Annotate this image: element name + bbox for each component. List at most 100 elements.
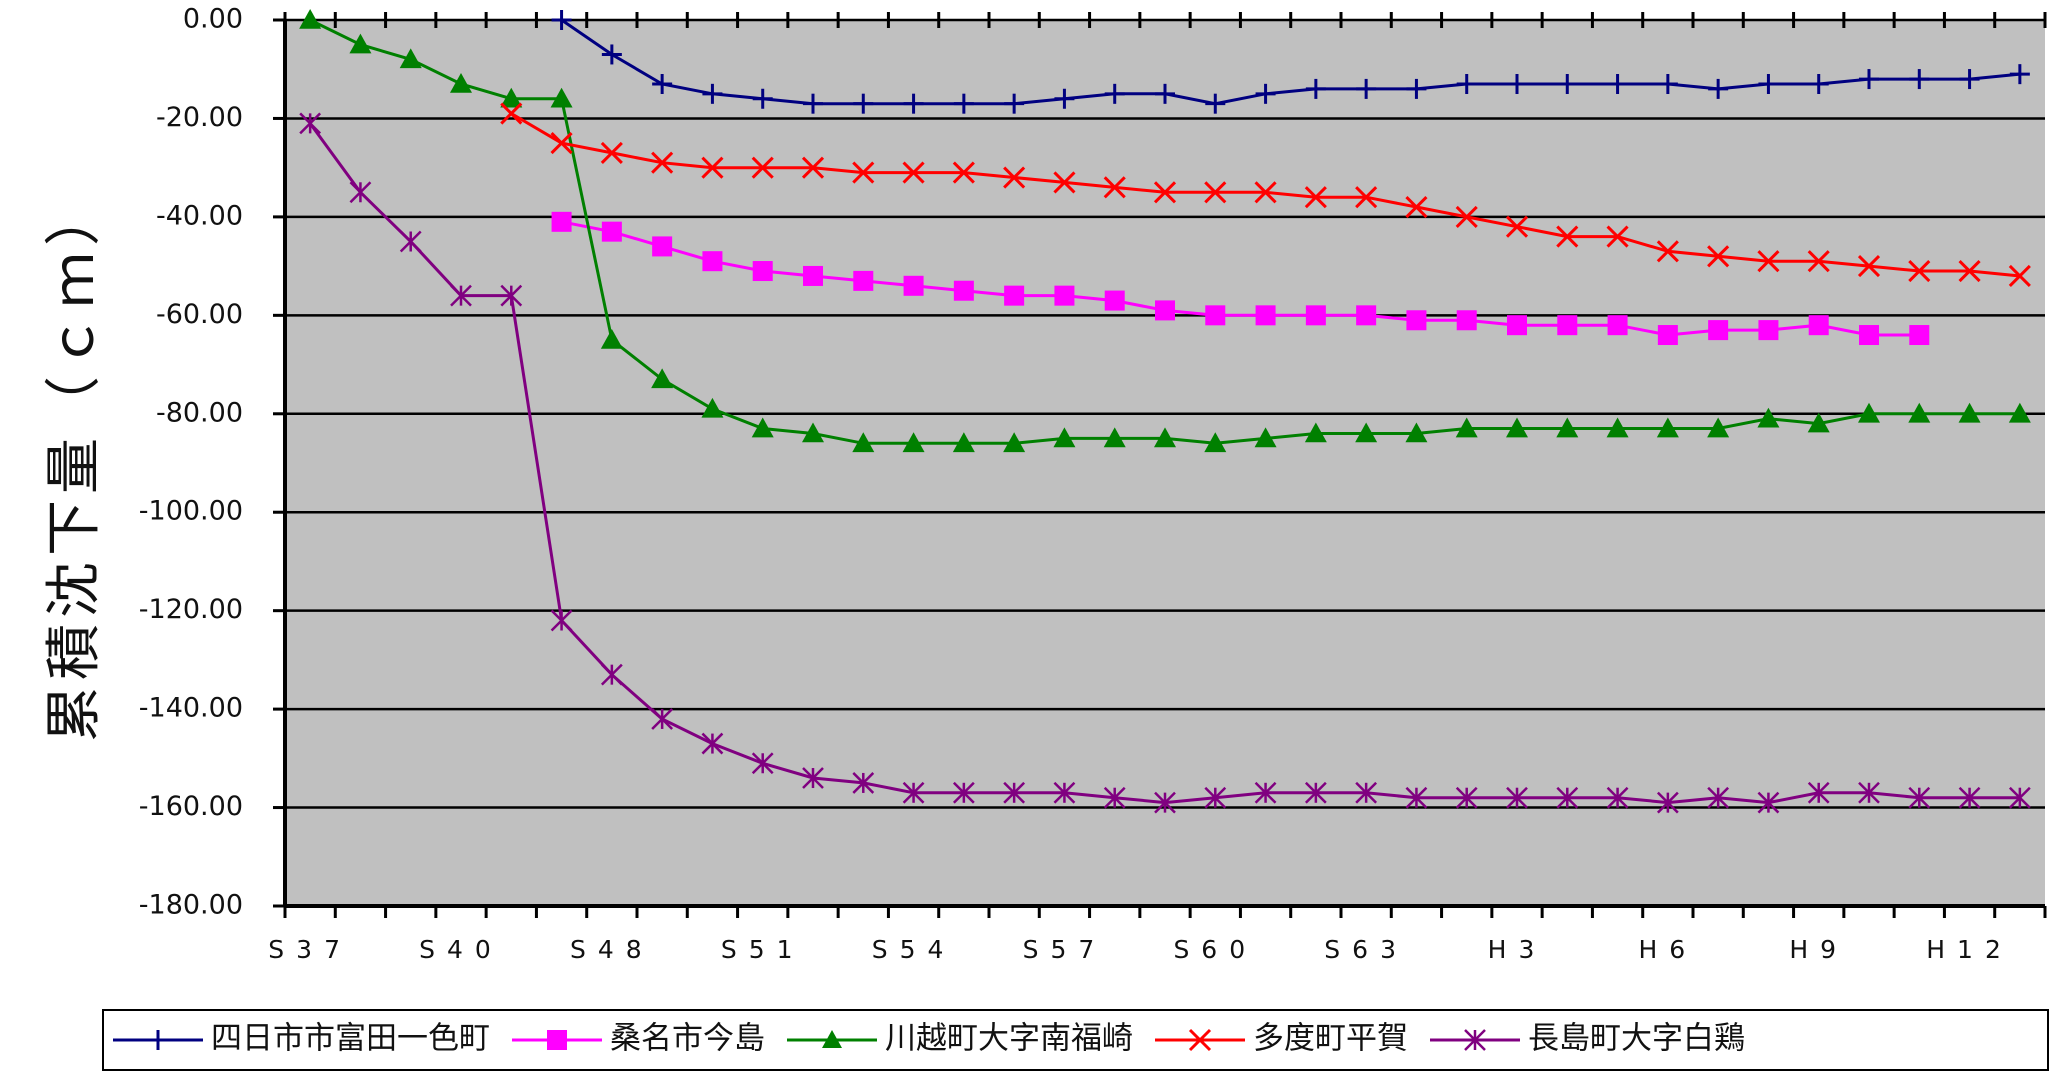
x-tick-label: H3 — [1488, 935, 1547, 964]
x-tick-label: S51 — [721, 935, 805, 964]
data-point — [701, 397, 724, 418]
series-1 — [551, 10, 2030, 114]
data-point — [852, 432, 875, 453]
data-point — [1507, 315, 1527, 336]
data-point — [752, 261, 773, 282]
data-point — [1858, 402, 1880, 423]
data-point — [902, 432, 925, 453]
data-point — [1356, 305, 1377, 326]
series-4 — [500, 102, 2031, 288]
x-tick-label: H6 — [1638, 935, 1697, 964]
data-point — [1355, 422, 1378, 443]
legend-item: 桑名市今島 — [512, 1021, 765, 1057]
data-point — [500, 102, 523, 125]
data-point — [903, 275, 924, 296]
data-point — [600, 141, 623, 164]
data-point — [1606, 417, 1629, 438]
data-point — [399, 48, 422, 69]
data-point — [1154, 427, 1176, 448]
data-point — [1455, 417, 1478, 438]
data-point — [551, 211, 572, 232]
series-3 — [299, 9, 2031, 453]
x-tick-label: S57 — [1023, 935, 1107, 964]
data-point — [1254, 427, 1277, 448]
data-point — [1456, 310, 1477, 331]
legend-box — [102, 1009, 2049, 1071]
legend-label: 川越町大字南福崎 — [885, 1021, 1133, 1057]
legend-item: 多度町平賀 — [1155, 1021, 1408, 1057]
data-point — [1607, 315, 1628, 336]
legend-label: 桑名市今島 — [610, 1021, 765, 1057]
data-point — [1707, 417, 1730, 438]
data-point — [1405, 195, 1428, 219]
data-point — [852, 161, 875, 184]
data-point — [1003, 166, 1026, 189]
legend-label: 四日市市富田一色町 — [211, 1021, 490, 1057]
data-point — [1254, 181, 1277, 204]
legend-item: 四日市市富田一色町 — [113, 1021, 490, 1057]
series-5 — [299, 112, 2031, 814]
data-point — [1656, 240, 1679, 263]
x-tick-label: S60 — [1173, 935, 1257, 964]
data-point — [1304, 186, 1327, 209]
data-point — [1053, 171, 1076, 194]
data-point — [1909, 325, 1930, 346]
data-point — [1188, 1028, 1212, 1052]
data-point — [952, 432, 975, 453]
data-point — [1556, 225, 1579, 248]
data-point — [1255, 305, 1276, 326]
data-point — [1908, 259, 1931, 283]
data-point — [652, 236, 673, 257]
data-point — [1606, 225, 1629, 248]
data-point — [1908, 402, 1931, 423]
data-point — [822, 1030, 842, 1048]
data-point — [751, 156, 774, 179]
data-point — [803, 265, 823, 286]
data-point — [1004, 285, 1025, 306]
data-point — [299, 9, 322, 29]
series-2 — [551, 211, 1930, 346]
x-tick-label: S48 — [570, 935, 654, 964]
data-point — [550, 131, 573, 155]
y-axis-label: 累積沈下量（ｃｍ） — [42, 184, 107, 742]
y-tick-label: -40.00 — [156, 200, 243, 231]
data-point — [1103, 176, 1126, 199]
data-point — [450, 72, 472, 93]
data-point — [1958, 402, 1981, 423]
data-point — [1153, 181, 1177, 204]
legend-label: 長島町大字白鶏 — [1528, 1021, 1745, 1057]
data-point — [1857, 255, 1881, 278]
x-tick-label: H9 — [1789, 935, 1848, 964]
data-point — [1455, 205, 1478, 228]
data-point — [1707, 245, 1730, 268]
plot-area — [285, 20, 2045, 906]
data-point — [500, 87, 523, 108]
series-layer — [299, 9, 2031, 814]
data-point — [547, 1030, 567, 1050]
data-point — [702, 251, 723, 272]
data-point — [1205, 305, 1226, 326]
x-tick-label: S63 — [1324, 935, 1408, 964]
data-point — [853, 270, 874, 291]
x-tick-label: H12 — [1926, 935, 2013, 964]
data-point — [1053, 427, 1076, 448]
data-point — [802, 422, 824, 443]
legend-items: 四日市市富田一色町 桑名市今島 川越町大字南福崎 多度町平賀 長島町大字白鶏 — [113, 1021, 1745, 1057]
data-point — [651, 151, 674, 174]
y-tick-label: -160.00 — [139, 791, 243, 822]
y-axis-ticks: 0.00 -20.00 -40.00 -60.00 -80.00 -100.00 -120.… — [139, 4, 285, 921]
y-tick-label: -20.00 — [156, 102, 243, 133]
data-point — [349, 33, 372, 54]
series-line — [561, 220, 1920, 337]
data-point — [1958, 259, 1981, 283]
data-point — [1807, 250, 1830, 273]
data-point — [1104, 290, 1125, 311]
data-point — [1506, 417, 1528, 438]
data-point — [902, 161, 925, 184]
data-point — [801, 156, 825, 179]
x-tick-label: S54 — [872, 935, 956, 964]
data-point — [751, 417, 774, 438]
data-point — [1807, 412, 1830, 433]
data-point — [2008, 264, 2031, 288]
